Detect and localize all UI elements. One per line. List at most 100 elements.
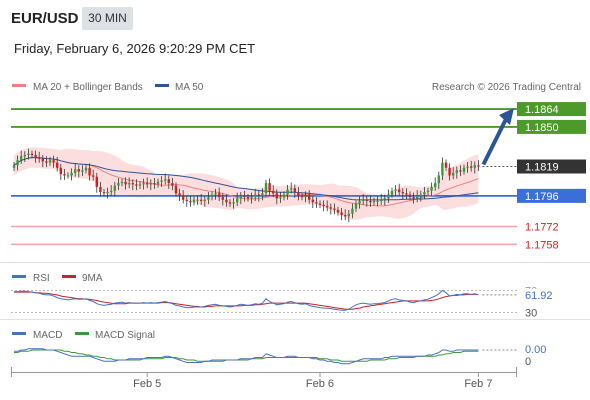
- candle-body: [390, 190, 394, 195]
- candle-body: [128, 183, 131, 185]
- rsi-panel: 703061.92: [11, 286, 562, 320]
- chart-header: EUR/USD 30 MIN Friday, February 6, 2026 …: [0, 0, 590, 70]
- candle-body: [228, 202, 232, 204]
- bollinger-bands: [14, 147, 479, 220]
- signal-legend-label: MACD Signal: [95, 330, 155, 341]
- lower-level-label: 1.1758: [525, 239, 559, 251]
- forecast-arrow: [481, 108, 514, 166]
- candle-body: [383, 198, 386, 200]
- last-level-tag: [517, 159, 586, 174]
- candle-body: [304, 195, 307, 198]
- resistance-level-tag: [517, 102, 586, 117]
- time-axis: Feb 5 Feb 6 Feb 7: [11, 367, 517, 390]
- candle-body: [200, 199, 203, 201]
- candle-body: [336, 209, 340, 213]
- candle-body: [192, 199, 196, 203]
- candle-body: [34, 155, 37, 158]
- candle-body: [434, 183, 437, 187]
- candle-body: [106, 192, 109, 194]
- candle-body: [308, 195, 311, 200]
- candle-body: [56, 162, 59, 168]
- candle-body: [74, 169, 77, 173]
- bollinger-band-fill: [14, 147, 479, 220]
- candle-body: [131, 183, 134, 185]
- candle-body: [16, 160, 19, 166]
- timeframe-badge[interactable]: 30 MIN: [82, 7, 133, 30]
- rsi-legend-swatch: [12, 275, 26, 278]
- candle-body: [462, 167, 466, 172]
- candle-body: [23, 155, 26, 157]
- candle-body: [398, 189, 401, 193]
- candle-body: [430, 186, 433, 191]
- candle-body: [405, 193, 408, 195]
- candle-body: [401, 192, 404, 194]
- candle-body: [423, 192, 426, 195]
- candle-body: [372, 200, 376, 203]
- candle-body: [146, 183, 149, 185]
- candle-body: [45, 161, 48, 163]
- candle-body: [196, 199, 199, 201]
- rsi-ma-line: [14, 291, 479, 310]
- candle-body: [444, 162, 448, 168]
- rsi-legend-label: RSI: [33, 273, 50, 284]
- support-level-tag: [517, 188, 586, 203]
- candle-body: [120, 181, 124, 184]
- forecast-arrow-shaft: [481, 118, 508, 166]
- candle-body: [455, 170, 458, 173]
- candle-body: [171, 183, 174, 186]
- candle-body: [30, 153, 34, 156]
- candle-body: [437, 175, 440, 184]
- candle-body: [239, 195, 242, 199]
- candle-body: [250, 197, 253, 199]
- candle-body: [369, 200, 372, 203]
- candle-body: [326, 206, 329, 208]
- candle-body: [448, 167, 451, 176]
- macd-line: [14, 348, 479, 365]
- candle-body: [135, 184, 138, 186]
- candle-body: [340, 212, 343, 216]
- candle-body: [365, 199, 368, 201]
- candle-body: [182, 195, 185, 200]
- rsi-30-label: 30: [525, 308, 537, 320]
- candle-body: [246, 197, 250, 199]
- signal-legend-swatch: [75, 332, 89, 335]
- candle-body: [207, 197, 210, 200]
- candle-body: [261, 193, 264, 196]
- candle-body: [156, 181, 160, 185]
- candlesticks: [12, 148, 480, 223]
- ma50-legend-swatch: [155, 84, 169, 87]
- candle-body: [41, 158, 44, 162]
- chart-area: MA 20 + Bollinger Bands MA 50 Research ©…: [0, 82, 590, 390]
- macd-legend-label: MACD: [33, 330, 62, 341]
- ma20-legend-swatch: [12, 84, 26, 87]
- candle-body: [189, 200, 192, 203]
- candle-body: [70, 172, 73, 176]
- macd-zero-label: 0: [525, 356, 531, 368]
- candle-body: [412, 197, 415, 199]
- x-tick-label: Feb 7: [464, 378, 492, 390]
- macd-panel: 0.000: [14, 344, 546, 368]
- candle-body: [477, 165, 480, 167]
- candle-body: [59, 167, 62, 175]
- candle-body: [99, 186, 102, 193]
- chart-datetime: Friday, February 6, 2026 9:20:29 PM CET: [14, 41, 256, 56]
- candle-body: [272, 190, 275, 194]
- candle-body: [92, 175, 95, 177]
- support-level-label: 1.1796: [525, 191, 559, 203]
- x-tick-label: Feb 6: [306, 378, 334, 390]
- candle-body: [318, 203, 322, 205]
- candle-body: [419, 194, 422, 196]
- candle-body: [84, 167, 88, 171]
- lower-level-label: 1.1772: [525, 222, 559, 234]
- candle-body: [225, 199, 228, 203]
- resistance-level-tag: [517, 119, 586, 134]
- candle-body: [416, 195, 419, 199]
- candle-body: [441, 162, 444, 176]
- resistance-level-label: 1.1850: [525, 122, 559, 134]
- candle-body: [322, 204, 325, 207]
- candle-body: [257, 194, 260, 196]
- candle-body: [297, 192, 300, 196]
- credit-text: Research © 2026 Trading Central: [432, 82, 581, 93]
- candle-body: [452, 172, 455, 176]
- forecast-arrow-head: [499, 108, 514, 126]
